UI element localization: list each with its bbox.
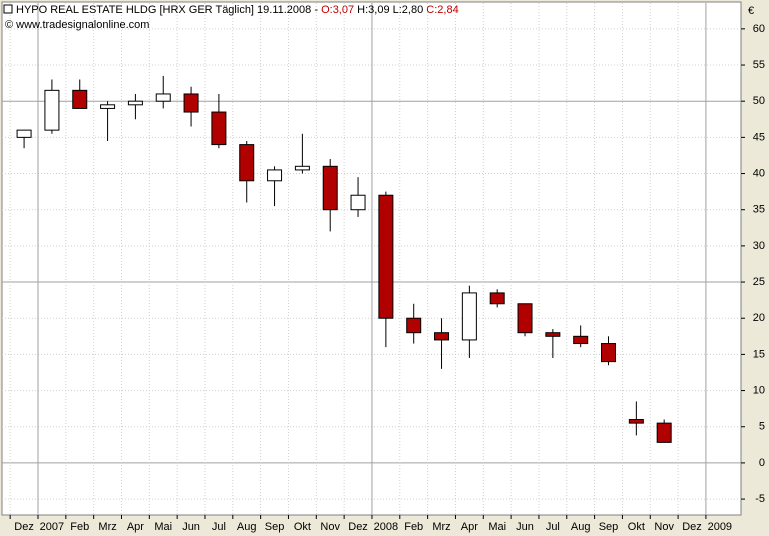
x-tick-label: Dez xyxy=(14,521,34,533)
chart-title: HYPO REAL ESTATE HLDG [HRX GER Täglich] … xyxy=(16,4,459,16)
x-tick-label: Nov xyxy=(654,521,674,533)
y-tick-label: 40 xyxy=(753,167,765,179)
x-tick-label: Mrz xyxy=(432,521,450,533)
candle-body xyxy=(294,165,310,171)
x-tick-label: 2007 xyxy=(40,521,64,533)
x-tick-label: 2008 xyxy=(374,521,398,533)
candle-body xyxy=(127,100,143,106)
x-tick-label: Mai xyxy=(154,521,172,533)
x-tick-label: Jun xyxy=(182,521,200,533)
x-tick-label: Feb xyxy=(404,521,423,533)
y-tick-label: 60 xyxy=(753,23,765,35)
x-tick-label: Aug xyxy=(571,521,591,533)
x-tick-label: Sep xyxy=(599,521,619,533)
x-tick-label: Apr xyxy=(127,521,144,533)
candle-body xyxy=(489,292,505,305)
candle-body xyxy=(378,194,394,319)
candle-body xyxy=(573,335,589,345)
candle-body xyxy=(461,292,477,341)
x-tick-label: Nov xyxy=(320,521,340,533)
y-tick-label: 55 xyxy=(753,59,765,71)
candles xyxy=(16,75,672,443)
x-tick-label: Jul xyxy=(212,521,226,533)
x-tick-label: Mai xyxy=(488,521,506,533)
x-tick-label: Apr xyxy=(461,521,478,533)
candle-body xyxy=(350,194,366,211)
y-tick-label: 45 xyxy=(753,131,765,143)
x-tick-label: Feb xyxy=(70,521,89,533)
x-tick-label: Sep xyxy=(265,521,285,533)
candle-body xyxy=(72,89,88,109)
y-tick-label: -5 xyxy=(755,493,765,505)
x-tick-label: Okt xyxy=(294,521,311,533)
icon xyxy=(3,4,13,14)
candle-body xyxy=(406,317,422,334)
candle-body xyxy=(434,332,450,341)
x-tick-label: Jul xyxy=(546,521,560,533)
x-tick-label: Jun xyxy=(516,521,534,533)
currency: € xyxy=(748,5,754,17)
candle-body xyxy=(656,422,672,443)
candle-body xyxy=(517,303,533,334)
x-tick-label: Dez xyxy=(348,521,368,533)
y-tick-label: 35 xyxy=(753,204,765,216)
quote-open: O:3,07 xyxy=(321,4,354,16)
source: © www.tradesignalonline.com xyxy=(5,19,149,31)
candle-body xyxy=(601,343,617,363)
candle-body xyxy=(183,93,199,113)
candle-body xyxy=(545,332,561,337)
candle-body xyxy=(239,144,255,182)
y-tick-label: 0 xyxy=(759,457,765,469)
candle-body xyxy=(44,89,60,131)
title-text: HYPO REAL ESTATE HLDG [HRX GER Täglich] … xyxy=(16,4,318,16)
quote-high-low: H:3,09 L:2,80 xyxy=(357,4,423,16)
candle-body xyxy=(211,111,227,146)
y-tick-label: 25 xyxy=(753,276,765,288)
y-tick-label: 20 xyxy=(753,312,765,324)
y-tick-label: 5 xyxy=(759,421,765,433)
x-tick-label: Okt xyxy=(628,521,645,533)
y-tick-label: 50 xyxy=(753,95,765,107)
candle-body xyxy=(322,165,338,211)
y-tick-label: 15 xyxy=(753,348,765,360)
x-tick-label: Mrz xyxy=(98,521,116,533)
y-tick-label: 10 xyxy=(753,384,765,396)
candle-body xyxy=(267,169,283,182)
x-tick-label: 2009 xyxy=(708,521,732,533)
quote-close: C:2,84 xyxy=(426,4,458,16)
candle-body xyxy=(628,419,644,424)
candle-body xyxy=(16,129,32,138)
x-tick-label: Aug xyxy=(237,521,257,533)
candle-body xyxy=(100,104,116,109)
x-tick-label: Dez xyxy=(682,521,702,533)
y-tick-label: 30 xyxy=(753,240,765,252)
grid xyxy=(2,3,741,515)
candle-body xyxy=(155,93,171,102)
